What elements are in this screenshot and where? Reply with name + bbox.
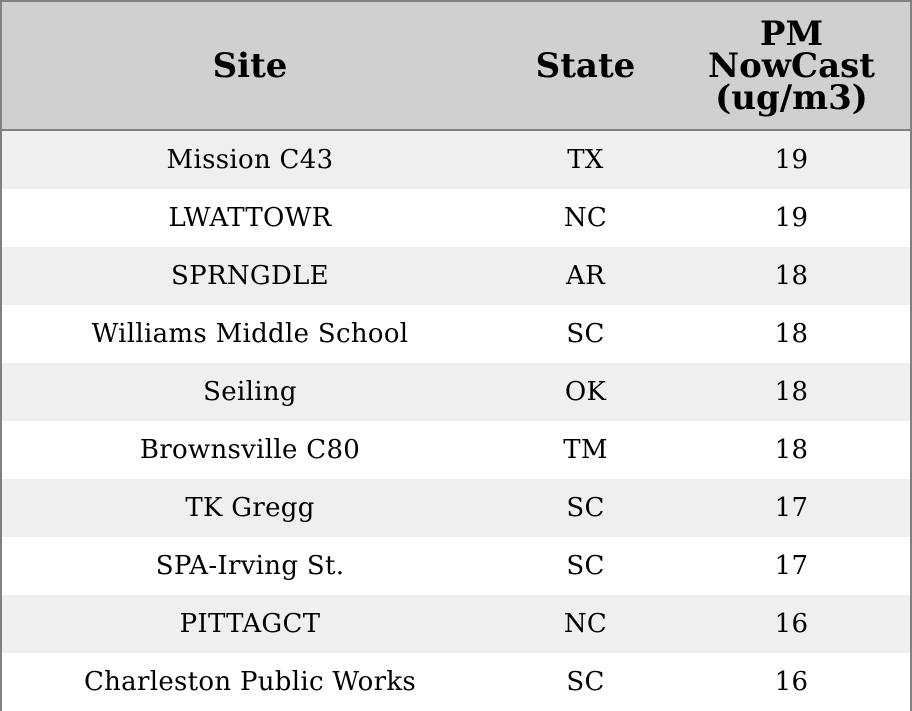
cell-site: Mission C43 — [166, 145, 334, 175]
table-row: Williams Middle School SC 18 — [2, 305, 910, 363]
cell-pm-nowcast: 19 — [774, 145, 809, 175]
cell-site: PITTAGCT — [179, 609, 321, 639]
table-row: SPA-Irving St. SC 17 — [2, 537, 910, 595]
table-row: TK Gregg SC 17 — [2, 479, 910, 537]
cell-state: AR — [566, 261, 605, 291]
header-pm-line-1: PM — [759, 13, 824, 54]
cell-pm-nowcast: 19 — [774, 203, 809, 233]
cell-pm-nowcast: 17 — [774, 493, 809, 523]
header-site-text: Site — [212, 45, 288, 86]
cell-pm-nowcast: 17 — [774, 551, 809, 581]
cell-pm-nowcast: 18 — [774, 261, 809, 291]
cell-site: LWATTOWR — [168, 203, 332, 233]
table-row: Seiling OK 18 — [2, 363, 910, 421]
cell-site: Williams Middle School — [91, 319, 409, 349]
cell-site: TK Gregg — [185, 493, 315, 523]
table-row: Mission C43 TX 19 — [2, 131, 910, 189]
header-state-text: State — [535, 45, 636, 86]
header-pm-line-2: NowCast — [708, 45, 875, 86]
table-header: Site State PM NowCast (ug/m3) — [2, 2, 910, 131]
cell-state: SC — [566, 551, 605, 581]
cell-site: Seiling — [203, 377, 297, 407]
cell-pm-nowcast: 18 — [774, 435, 809, 465]
cell-site: Brownsville C80 — [139, 435, 361, 465]
cell-state: SC — [566, 667, 605, 697]
header-pm-nowcast: PM NowCast (ug/m3) — [673, 2, 910, 129]
table-body: Mission C43 TX 19 LWATTOWR NC 19 SPRNGDLE AR 18 W… — [2, 131, 910, 711]
cell-state: NC — [563, 609, 608, 639]
table-row: Charleston Public Works SC 16 — [2, 653, 910, 711]
cell-site: Charleston Public Works — [83, 667, 417, 697]
cell-site: SPRNGDLE — [171, 261, 329, 291]
cell-state: TM — [563, 435, 608, 465]
cell-state: TX — [567, 145, 604, 175]
header-pm-line-3: (ug/m3) — [715, 77, 868, 118]
table-row: SPRNGDLE AR 18 — [2, 247, 910, 305]
header-state: State — [498, 2, 673, 129]
table-row: Brownsville C80 TM 18 — [2, 421, 910, 479]
cell-state: SC — [566, 319, 605, 349]
cell-pm-nowcast: 18 — [774, 319, 809, 349]
table-row: PITTAGCT NC 16 — [2, 595, 910, 653]
cell-state: OK — [564, 377, 607, 407]
cell-site: SPA-Irving St. — [155, 551, 345, 581]
cell-pm-nowcast: 18 — [774, 377, 809, 407]
cell-state: NC — [563, 203, 608, 233]
header-site: Site — [2, 2, 498, 129]
table-row: LWATTOWR NC 19 — [2, 189, 910, 247]
cell-state: SC — [566, 493, 605, 523]
cell-pm-nowcast: 16 — [774, 667, 809, 697]
cell-pm-nowcast: 16 — [774, 609, 809, 639]
